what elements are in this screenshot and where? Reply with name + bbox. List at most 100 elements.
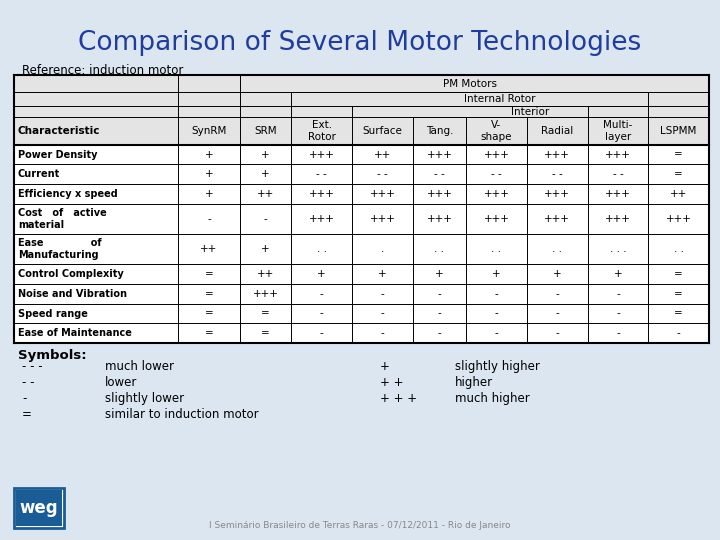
Text: +: + bbox=[261, 244, 270, 254]
Text: - -: - - bbox=[22, 376, 35, 389]
Text: =: = bbox=[204, 308, 213, 319]
Text: PM Motors: PM Motors bbox=[443, 79, 497, 89]
Text: +: + bbox=[318, 269, 326, 279]
Text: +: + bbox=[613, 269, 622, 279]
Text: +: + bbox=[204, 189, 213, 199]
Text: ++: ++ bbox=[200, 244, 217, 254]
Text: Control Complexity: Control Complexity bbox=[18, 269, 124, 279]
Text: =: = bbox=[674, 150, 683, 159]
Text: weg: weg bbox=[19, 499, 58, 517]
Text: . . .: . . . bbox=[610, 244, 626, 254]
Text: +++: +++ bbox=[309, 150, 335, 159]
Text: Cost   of   active
material: Cost of active material bbox=[18, 208, 107, 230]
Text: +: + bbox=[435, 269, 444, 279]
Text: -: - bbox=[555, 308, 559, 319]
Text: +++: +++ bbox=[605, 214, 631, 224]
Text: +++: +++ bbox=[484, 150, 510, 159]
Text: -: - bbox=[677, 328, 680, 338]
Text: +++: +++ bbox=[253, 289, 279, 299]
Text: -: - bbox=[555, 328, 559, 338]
Text: Ease of Maintenance: Ease of Maintenance bbox=[18, 328, 132, 338]
Text: +++: +++ bbox=[544, 150, 570, 159]
Text: ++: ++ bbox=[257, 189, 274, 199]
Text: - -: - - bbox=[434, 169, 445, 179]
Text: +++: +++ bbox=[369, 189, 395, 199]
Text: Comparison of Several Motor Technologies: Comparison of Several Motor Technologies bbox=[78, 30, 642, 56]
Text: =: = bbox=[674, 308, 683, 319]
Text: . .: . . bbox=[552, 244, 562, 254]
Text: -: - bbox=[495, 289, 498, 299]
Text: +: + bbox=[553, 269, 562, 279]
Text: =: = bbox=[674, 169, 683, 179]
Text: + + +: + + + bbox=[380, 393, 417, 406]
Bar bbox=[14, 75, 709, 145]
Text: +: + bbox=[261, 150, 270, 159]
Text: ++: ++ bbox=[374, 150, 391, 159]
Text: +++: +++ bbox=[484, 214, 510, 224]
Text: +++: +++ bbox=[544, 189, 570, 199]
Text: -: - bbox=[438, 289, 441, 299]
Text: +++: +++ bbox=[544, 214, 570, 224]
Text: =: = bbox=[261, 308, 270, 319]
Text: +: + bbox=[378, 269, 387, 279]
Text: I Seminário Brasileiro de Terras Raras - 07/12/2011 - Rio de Janeiro: I Seminário Brasileiro de Terras Raras -… bbox=[210, 521, 510, 530]
Text: Current: Current bbox=[18, 169, 60, 179]
Bar bbox=[16, 490, 62, 526]
Text: . .: . . bbox=[492, 244, 501, 254]
Text: Noise and Vibration: Noise and Vibration bbox=[18, 289, 127, 299]
Text: =: = bbox=[22, 408, 32, 422]
Text: - -: - - bbox=[377, 169, 388, 179]
Text: +++: +++ bbox=[426, 214, 452, 224]
Text: +: + bbox=[204, 150, 213, 159]
Text: -: - bbox=[438, 308, 441, 319]
Text: Ease              of
Manufacturing: Ease of Manufacturing bbox=[18, 238, 102, 260]
Text: lower: lower bbox=[105, 376, 138, 389]
Text: - -: - - bbox=[491, 169, 502, 179]
Text: +++: +++ bbox=[484, 189, 510, 199]
Text: Symbols:: Symbols: bbox=[18, 349, 86, 362]
Bar bbox=[14, 488, 64, 528]
Text: . .: . . bbox=[434, 244, 444, 254]
Text: =: = bbox=[204, 269, 213, 279]
Text: +: + bbox=[492, 269, 501, 279]
Text: +++: +++ bbox=[369, 214, 395, 224]
Text: Speed range: Speed range bbox=[18, 308, 88, 319]
Text: Internal Rotor: Internal Rotor bbox=[464, 94, 536, 104]
Text: =: = bbox=[204, 289, 213, 299]
Text: Reference: induction motor: Reference: induction motor bbox=[22, 64, 184, 77]
Text: -: - bbox=[495, 308, 498, 319]
Text: Interior: Interior bbox=[511, 107, 549, 117]
Text: LSPMM: LSPMM bbox=[660, 126, 697, 136]
Text: V-
shape: V- shape bbox=[481, 120, 512, 141]
Text: +++: +++ bbox=[309, 214, 335, 224]
Text: -: - bbox=[616, 308, 620, 319]
Text: -: - bbox=[495, 328, 498, 338]
Text: . .: . . bbox=[317, 244, 327, 254]
Text: slightly higher: slightly higher bbox=[455, 361, 540, 374]
Text: SRM: SRM bbox=[254, 126, 276, 136]
Text: =: = bbox=[204, 328, 213, 338]
Text: =: = bbox=[674, 289, 683, 299]
Text: Characteristic: Characteristic bbox=[18, 126, 101, 136]
Text: . .: . . bbox=[674, 244, 683, 254]
Text: -: - bbox=[555, 289, 559, 299]
Text: much lower: much lower bbox=[105, 361, 174, 374]
Text: Surface: Surface bbox=[362, 126, 402, 136]
Text: Ext.
Rotor: Ext. Rotor bbox=[307, 120, 336, 141]
Text: -: - bbox=[616, 289, 620, 299]
Text: Radial: Radial bbox=[541, 126, 573, 136]
Bar bbox=[14, 75, 709, 343]
Text: higher: higher bbox=[455, 376, 493, 389]
Text: - -: - - bbox=[613, 169, 624, 179]
Text: +: + bbox=[261, 169, 270, 179]
Text: =: = bbox=[261, 328, 270, 338]
Text: -: - bbox=[320, 308, 323, 319]
Text: -: - bbox=[616, 328, 620, 338]
Text: Efficiency x speed: Efficiency x speed bbox=[18, 189, 118, 199]
Text: ++: ++ bbox=[670, 189, 688, 199]
Text: Power Density: Power Density bbox=[18, 150, 97, 159]
Text: +++: +++ bbox=[426, 150, 452, 159]
Text: -: - bbox=[320, 289, 323, 299]
Text: - -: - - bbox=[316, 169, 327, 179]
Text: -: - bbox=[381, 308, 384, 319]
